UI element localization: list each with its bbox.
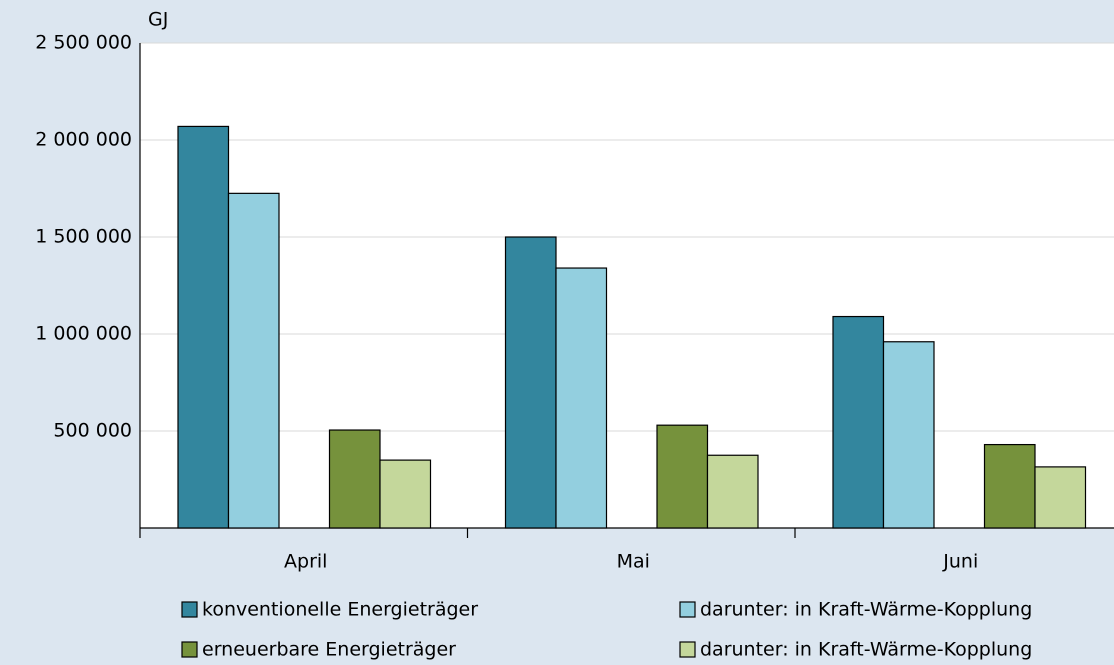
bar — [328, 429, 381, 529]
legend-swatch — [679, 641, 696, 658]
x-tick-label: Mai — [617, 551, 650, 573]
plot-area — [140, 43, 1114, 528]
bar — [379, 459, 432, 529]
bar — [882, 341, 935, 529]
bar — [177, 125, 230, 529]
bar — [227, 192, 280, 529]
bar — [983, 443, 1036, 529]
y-axis-label: GJ — [148, 9, 168, 31]
bar — [555, 267, 608, 529]
bar — [832, 315, 885, 529]
x-tick-label: April — [284, 551, 327, 573]
y-tick-label: 1 500 000 — [35, 226, 132, 248]
legend-swatch — [181, 641, 198, 658]
y-tick-label: 2 500 000 — [35, 32, 132, 54]
bar — [706, 454, 759, 529]
y-tick-label: 2 000 000 — [35, 129, 132, 151]
y-tick-label: 1 000 000 — [35, 323, 132, 345]
legend-label: erneuerbare Energieträger — [202, 639, 456, 661]
x-tick-label: Juni — [942, 551, 978, 573]
bar — [1034, 466, 1087, 529]
legend-label: konventionelle Energieträger — [202, 599, 478, 621]
legend-label: darunter: in Kraft-Wärme-Kopplung — [700, 639, 1032, 661]
bar — [504, 236, 557, 529]
legend-swatch — [679, 601, 696, 618]
legend-swatch — [181, 601, 198, 618]
bar — [656, 424, 709, 529]
y-tick-label: 500 000 — [53, 420, 132, 442]
legend-label: darunter: in Kraft-Wärme-Kopplung — [700, 599, 1032, 621]
